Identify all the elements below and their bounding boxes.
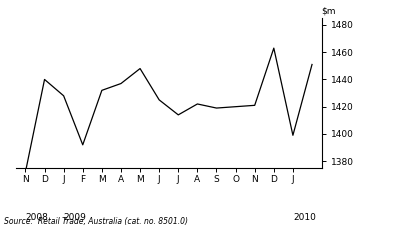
Text: $m: $m <box>322 6 336 15</box>
Text: 2009: 2009 <box>64 213 87 222</box>
Text: 2008: 2008 <box>25 213 48 222</box>
Text: Source:  Retail Trade, Australia (cat. no. 8501.0): Source: Retail Trade, Australia (cat. no… <box>4 217 188 226</box>
Text: 2010: 2010 <box>293 213 316 222</box>
